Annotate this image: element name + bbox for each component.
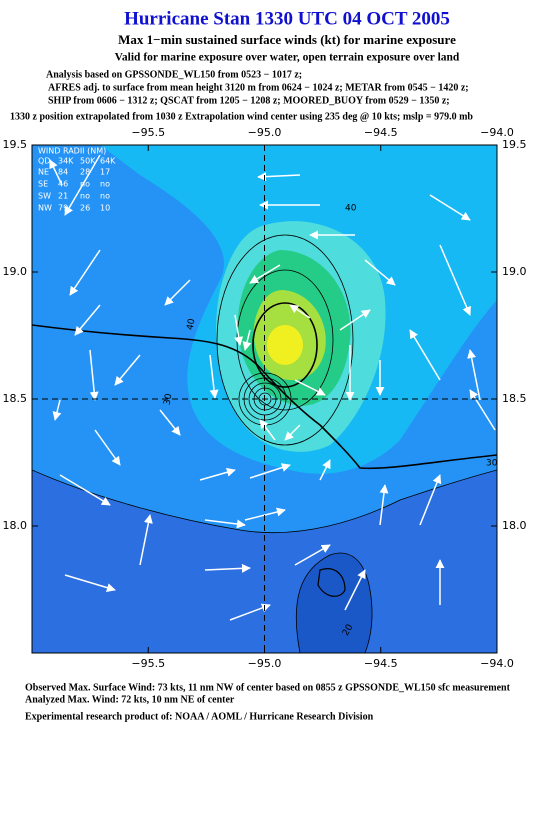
x-tick-label: −95.5 [131,126,165,139]
footer-credit: Experimental research product of: NOAA /… [25,711,374,722]
wind-radii-cell: no [100,180,110,189]
wind-arrow [344,569,366,611]
y-tick-label: 18.0 [3,519,28,532]
wind-radii-cell: no [80,180,90,189]
wind-arrow [294,379,326,396]
y-tick-label: 19.0 [502,265,527,278]
zone-low [295,552,373,653]
wind-arrow [234,314,244,346]
wind-radii-cell: no [100,192,110,201]
wind-arrow [94,429,121,466]
wind-arrow [419,474,442,526]
subtitle: Max 1−min sustained surface winds (kt) f… [118,32,456,47]
wind-radii-header: 64K [100,157,116,166]
wind-arrow [209,354,219,399]
footer-analyzed: Analyzed Max. Wind: 72 kts, 10 nm NE of … [25,694,235,705]
wind-radii-table: WIND RADII (NM)QD 34K 50K 64K NE 84 28 17 SE 46 no… [38,147,116,213]
wind-arrow [64,154,101,216]
wind-arrow [259,419,276,441]
wind-radii-cell: SE [38,180,48,189]
wind-radii-header: QD [38,157,50,166]
wind-arrow [242,329,252,351]
wind-arrow [52,399,62,421]
wind-radii-cell: 84 [58,168,68,177]
wind-radii-title: WIND RADII (NM) [38,147,106,156]
wind-arrow [284,424,301,441]
wind-arrow [204,563,251,573]
x-tick-label: −95.5 [131,657,165,670]
wind-arrow [429,194,471,221]
x-tick-label: −94.5 [364,126,398,139]
contour-line [32,469,497,533]
wind-arrow [64,574,116,592]
y-tick-label: 19.0 [3,265,28,278]
wind-arrow [69,249,101,296]
wind-radii-cell: NW [38,204,52,213]
wind-radii-cell: NE [38,168,49,177]
x-tick-label: −94.5 [364,657,398,670]
wind-arrow [59,474,111,506]
wind-arrow [89,349,99,401]
wind-radii-header: 50K [80,157,96,166]
wind-arrow [139,514,153,566]
wind-arrow [379,484,389,526]
wind-radii-cell: 21 [58,192,68,201]
contour-label: 30 [486,459,498,469]
contour-line [216,234,354,446]
wind-radii-cell: 17 [100,168,110,177]
wind-arrow [164,279,191,306]
coastline [32,324,497,470]
x-tick-label: −94.0 [480,657,514,670]
wind-arrow [294,544,331,566]
x-tick-label: −95.0 [248,657,282,670]
x-tick-label: −94.0 [480,126,514,139]
wind-arrow [249,264,281,284]
y-tick-label: 18.5 [502,392,527,405]
wind-radii-cell: 10 [100,204,110,213]
wind-arrow [204,519,246,529]
wind-arrow [159,409,181,436]
coastline [317,568,346,597]
wind-radii-cell: 79 [58,204,68,213]
wind-arrow [364,259,396,286]
wind-arrow [229,603,271,621]
wind-radii-cell: 26 [80,204,90,213]
wind-arrow [409,329,441,381]
wind-arrow [74,304,101,336]
map: 40 40 30 30 20 WIND RADII (NM)QD 34K 50K 64… [32,145,498,653]
wind-arrow [249,463,291,479]
wind-arrow [467,349,481,401]
footer-observed: Observed Max. Surface Wind: 73 kts, 11 n… [25,682,511,693]
wind-radii-cell: SW [38,192,51,201]
analysis-line: SHIP from 0606 − 1312 z; QSCAT from 1205… [48,95,450,106]
wind-arrow [319,459,331,481]
contour-line [252,302,318,388]
title: Hurricane Stan 1330 UTC 04 OCT 2005 [124,8,450,29]
y-tick-label: 18.0 [502,519,527,532]
wind-arrow [289,304,311,319]
contour-label: 40 [345,204,357,214]
wind-arrow [469,389,496,431]
wind-arrow [339,309,371,331]
wind-radii-header: 34K [58,157,74,166]
wind-radii-cell: 28 [80,168,90,177]
wind-arrow [114,354,141,386]
position-note: 1330 z position extrapolated from 1030 z… [10,111,473,122]
contour-label: 40 [186,318,198,331]
analysis-line: Analysis based on GPSSONDE_WL150 from 05… [46,69,302,80]
y-tick-label: 19.5 [3,138,28,151]
validity: Valid for marine exposure over water, op… [115,52,460,64]
wind-radii-cell: no [80,192,90,201]
y-tick-label: 18.5 [3,392,28,405]
wind-radii-cell: 46 [58,180,68,189]
wind-arrow [49,159,63,186]
zone-70 [267,325,303,365]
x-tick-label: −95.0 [248,126,282,139]
y-tick-label: 19.5 [502,138,527,151]
wind-arrow [199,467,236,481]
analysis-line: AFRES adj. to surface from mean height 3… [48,82,469,93]
contour-label: 30 [163,393,175,406]
wind-arrow [439,244,471,316]
